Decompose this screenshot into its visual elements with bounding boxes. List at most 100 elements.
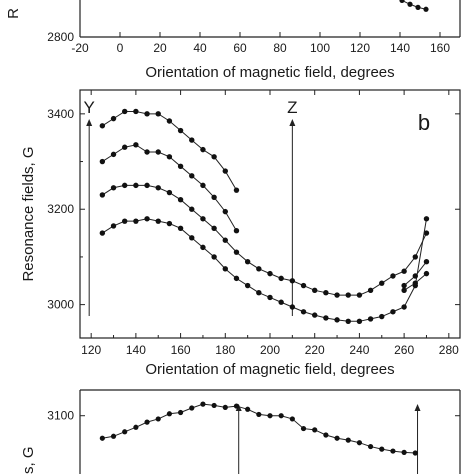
panel-b-data-point [300,282,307,289]
panel-b-data-point [110,185,117,191]
panel-b-series-line [102,184,427,296]
panel-b-data-point [211,225,217,232]
panel-b-xtick-label: 140 [126,343,146,357]
panel-b-data-point [155,185,161,191]
panel-b-ytick-label: 3000 [47,298,74,312]
panel-a-ytick-label: 2800 [47,30,74,44]
panel-a-data-point [415,4,421,10]
panel-b-data-point [379,280,385,286]
panel-b-data-point [133,142,139,148]
panel-b-data-point [367,316,374,322]
panel-b-data-point [99,230,106,236]
panel-b-xticks: 120 140 160 180 200 220 240 260 280 [81,90,459,357]
panel-b-xtick-label: 200 [260,343,280,357]
panel-b-data-point [133,218,139,224]
panel-c-data-point [401,449,407,455]
panel-b-data-point [99,192,106,198]
panel-c-data-point [379,446,385,452]
panel-b-data-point [166,118,173,124]
panel-b-data-point [412,280,418,286]
panel-b-data-point [267,294,273,301]
panel-b-data-point [356,292,363,298]
panel-b-yticks: 3000 3200 3400 [47,107,460,312]
panel-b-data-point [334,317,340,323]
panel-b-data-point [99,123,106,129]
panel-a-xtick-label: -20 [71,41,89,55]
panel-c-ylabel: s, G [20,446,37,474]
panel-c-data-point [356,440,363,446]
panel-b-data-point [233,227,240,234]
panel-b-data-point [423,258,430,265]
panel-b-data-point [367,287,374,294]
panel-c-ytick-label: 3100 [47,409,74,423]
panel-a-xtick-label: 80 [273,41,287,55]
panel-b-data-point [289,278,296,284]
panel-c-data-point [312,427,318,433]
panel-b-xlabel: Orientation of magnetic field, degrees [145,361,394,378]
panel-b-xtick-label: 280 [439,343,459,357]
panel-c-data-point [200,401,206,407]
panel-b-data-point [423,270,430,277]
panel-b-data-point [244,258,251,265]
panel-c-data-point [99,435,105,441]
panel-b-data-point [256,289,262,296]
panel-c-data-point [189,405,195,411]
panel-c-data-point [144,419,150,425]
panel-b-data-point [200,146,206,153]
panel-b-ytick-label: 3400 [47,107,74,121]
panel-b-data-point [244,282,251,289]
panel-b-data-point [390,309,396,315]
panel-c-data-point [390,448,396,454]
panel-c-data-point [278,413,284,419]
panel-a-data-point [407,1,413,7]
panel-b-data-point [267,270,273,277]
panel-b-data-point [412,273,418,279]
panel-b-data-point [200,216,206,222]
panel-b-xtick-label: 180 [215,343,235,357]
panel-b-data-point [177,163,184,170]
panel-b-data-point [278,299,284,305]
panel-b-marker-label: Z [287,98,297,117]
panel-c: 3100 s, G [20,389,461,474]
panel-b-xtick-label: 160 [171,343,191,357]
panel-b-ytick-label: 3200 [47,202,74,216]
panel-b-data-point [189,173,195,179]
panel-c-marker-arrow [235,404,242,411]
panel-b-data-point [122,218,128,224]
panel-b-data-point [155,111,161,117]
panel-b-data-point [233,275,240,282]
panel-b-series-line [102,218,427,322]
panel-a-series [399,0,429,12]
panel-a-data-point [399,0,405,4]
panel-b-ylabel: Resonance fields, G [20,146,37,281]
panel-b-data-point [356,318,363,325]
panel-b-data-point [122,182,128,189]
panel-b-data-point [144,182,150,189]
panel-b-data-point [200,182,206,189]
panel-c-data-point [110,433,117,439]
panel-b-data-point [122,108,128,115]
panel-b-data-point [222,208,228,215]
panel-b-data-point [177,127,184,134]
panel-a-xtick-label: 0 [117,41,124,55]
panel-b-data-point [166,220,173,227]
panel-b-data-point [211,154,217,160]
panel-b-marker-label: Y [84,98,95,117]
panel-c-data-point [155,416,161,422]
panel-c-markers [235,404,421,474]
panel-b-data-point [166,154,173,160]
panel-b-data-point [390,273,396,279]
panel-b-xtick-label: 260 [394,343,414,357]
panel-a-ylabel: R [5,8,22,19]
panel-c-data-point [222,404,228,410]
panel-c-data-point [334,435,340,441]
panel-b-data-point [133,182,139,189]
panel-a-data-point [423,6,429,12]
panel-b-data-point [401,268,407,274]
panel-a-yticks: 2800 [47,30,85,44]
panel-b-data-point [312,287,318,294]
panel-c-yticks: 3100 [47,409,460,423]
panel-c-data-point [177,409,184,416]
panel-b-data-point [110,115,117,122]
